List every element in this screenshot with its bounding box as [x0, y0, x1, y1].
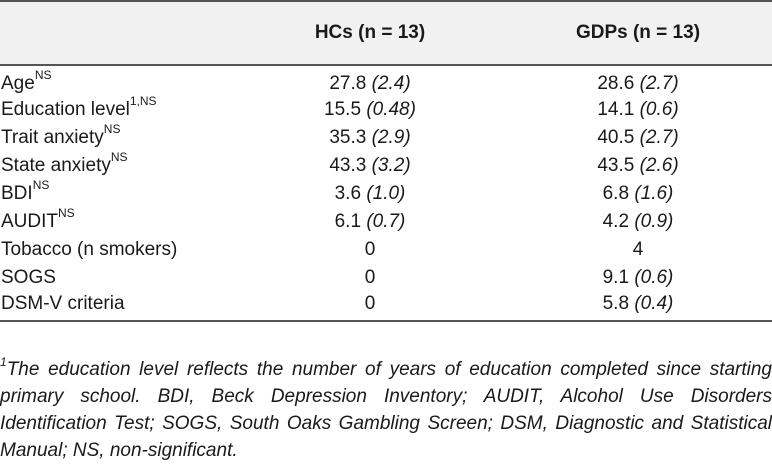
table-row: Tobacco (n smokers) 0 4	[0, 236, 772, 264]
table-body: AgeNS 27.8 (2.4) 28.6 (2.7) Education level…	[0, 65, 772, 321]
mean-value: 27.8	[329, 73, 367, 94]
mean-value: 35.3	[329, 127, 367, 148]
table-row: BDINS 3.6 (1.0) 6.8 (1.6)	[0, 177, 772, 208]
mean-value: 43.3	[329, 155, 367, 176]
mean-value: 14.1	[597, 99, 635, 120]
hcs-value-cell: 43.3 (3.2)	[236, 152, 504, 180]
footnote-text: The education level reflects the number …	[0, 359, 772, 461]
table-row: AgeNS 27.8 (2.4) 28.6 (2.7)	[0, 65, 772, 96]
sd-value: (1.0)	[366, 183, 406, 204]
row-label-superscript: NS	[32, 177, 50, 192]
sd-value: (0.48)	[366, 99, 416, 120]
mean-value: 9.1	[602, 267, 630, 288]
table-row: SOGS 0 9.1 (0.6)	[0, 264, 772, 292]
gdps-value-cell: 9.1 (0.6)	[504, 264, 772, 292]
sd-value: (0.6)	[634, 267, 674, 288]
row-label: Education level	[1, 99, 130, 120]
gdps-value-cell: 28.6 (2.7)	[504, 65, 772, 96]
row-label-cell: AUDITNS	[0, 205, 236, 236]
demographics-table: HCs (n = 13) GDPs (n = 13) AgeNS 27.8 (2.…	[0, 1, 772, 321]
row-label-cell: State anxietyNS	[0, 149, 236, 180]
mean-value: 0	[364, 267, 376, 288]
hcs-value-cell: 3.6 (1.0)	[236, 180, 504, 208]
hcs-value-cell: 35.3 (2.9)	[236, 124, 504, 152]
row-label-cell: Trait anxietyNS	[0, 121, 236, 152]
mean-value: 0	[364, 239, 376, 260]
mean-value: 3.6	[334, 183, 362, 204]
sd-value: (0.7)	[366, 211, 406, 232]
gdps-value-cell: 43.5 (2.6)	[504, 152, 772, 180]
header-row: HCs (n = 13) GDPs (n = 13)	[0, 1, 772, 65]
footnote-marker: 1	[0, 354, 7, 369]
row-label-cell: Tobacco (n smokers)	[0, 236, 236, 264]
row-label-cell: BDINS	[0, 177, 236, 208]
row-label-superscript: NS	[103, 121, 121, 136]
row-label: AUDIT	[1, 211, 58, 232]
row-label: Tobacco (n smokers)	[1, 239, 178, 260]
sd-value: (3.2)	[371, 155, 411, 176]
row-label: BDI	[1, 183, 33, 204]
row-label-cell: Education level1,NS	[0, 93, 236, 124]
header-gdps: GDPs (n = 13)	[504, 1, 772, 65]
table-row: State anxietyNS 43.3 (3.2) 43.5 (2.6)	[0, 149, 772, 180]
sd-value: (2.7)	[639, 127, 679, 148]
mean-value: 4.2	[602, 211, 630, 232]
table-header: HCs (n = 13) GDPs (n = 13)	[0, 1, 772, 65]
gdps-value-cell: 4.2 (0.9)	[504, 208, 772, 236]
hcs-value-cell: 0	[236, 292, 504, 321]
hcs-value-cell: 0	[236, 264, 504, 292]
row-label: SOGS	[1, 267, 56, 288]
row-label-superscript: NS	[34, 67, 52, 82]
sd-value: (2.6)	[639, 155, 679, 176]
sd-value: (2.4)	[371, 73, 411, 94]
row-label: Age	[1, 73, 35, 94]
sd-value: (2.7)	[639, 73, 679, 94]
table-row: AUDITNS 6.1 (0.7) 4.2 (0.9)	[0, 205, 772, 236]
table-row: DSM-V criteria 0 5.8 (0.4)	[0, 292, 772, 321]
row-label-cell: AgeNS	[0, 65, 236, 96]
gdps-value-cell: 6.8 (1.6)	[504, 180, 772, 208]
mean-value: 6.1	[334, 211, 362, 232]
row-label-superscript: NS	[110, 149, 128, 164]
mean-value: 0	[364, 293, 376, 314]
mean-value: 6.8	[602, 183, 630, 204]
table-row: Trait anxietyNS 35.3 (2.9) 40.5 (2.7)	[0, 121, 772, 152]
hcs-value-cell: 15.5 (0.48)	[236, 96, 504, 124]
sd-value: (2.9)	[371, 127, 411, 148]
table-footnote: 1The education level reflects the number…	[0, 356, 772, 464]
row-label-superscript: 1,NS	[129, 93, 157, 108]
row-label: DSM-V criteria	[1, 293, 125, 314]
sd-value: (0.6)	[639, 99, 679, 120]
hcs-value-cell: 27.8 (2.4)	[236, 65, 504, 96]
row-label-cell: SOGS	[0, 264, 236, 292]
mean-value: 4	[632, 239, 644, 260]
header-label-col	[0, 1, 236, 65]
row-label-superscript: NS	[58, 205, 75, 220]
row-label-cell: DSM-V criteria	[0, 292, 236, 321]
mean-value: 40.5	[597, 127, 635, 148]
hcs-value-cell: 0	[236, 236, 504, 264]
demographics-table-wrap: HCs (n = 13) GDPs (n = 13) AgeNS 27.8 (2.…	[0, 1, 772, 321]
gdps-value-cell: 5.8 (0.4)	[504, 292, 772, 321]
sd-value: (1.6)	[634, 183, 674, 204]
gdps-value-cell: 14.1 (0.6)	[504, 96, 772, 124]
gdps-value-cell: 40.5 (2.7)	[504, 124, 772, 152]
sd-value: (0.9)	[634, 211, 674, 232]
mean-value: 5.8	[602, 293, 630, 314]
mean-value: 28.6	[597, 73, 635, 94]
row-label: State anxiety	[1, 155, 111, 176]
hcs-value-cell: 6.1 (0.7)	[236, 208, 504, 236]
gdps-value-cell: 4	[504, 236, 772, 264]
row-label: Trait anxiety	[1, 127, 104, 148]
sd-value: (0.4)	[634, 293, 674, 314]
mean-value: 43.5	[597, 155, 635, 176]
mean-value: 15.5	[324, 99, 362, 120]
table-row: Education level1,NS 15.5 (0.48) 14.1 (0.6)	[0, 93, 772, 124]
header-hcs: HCs (n = 13)	[236, 1, 504, 65]
